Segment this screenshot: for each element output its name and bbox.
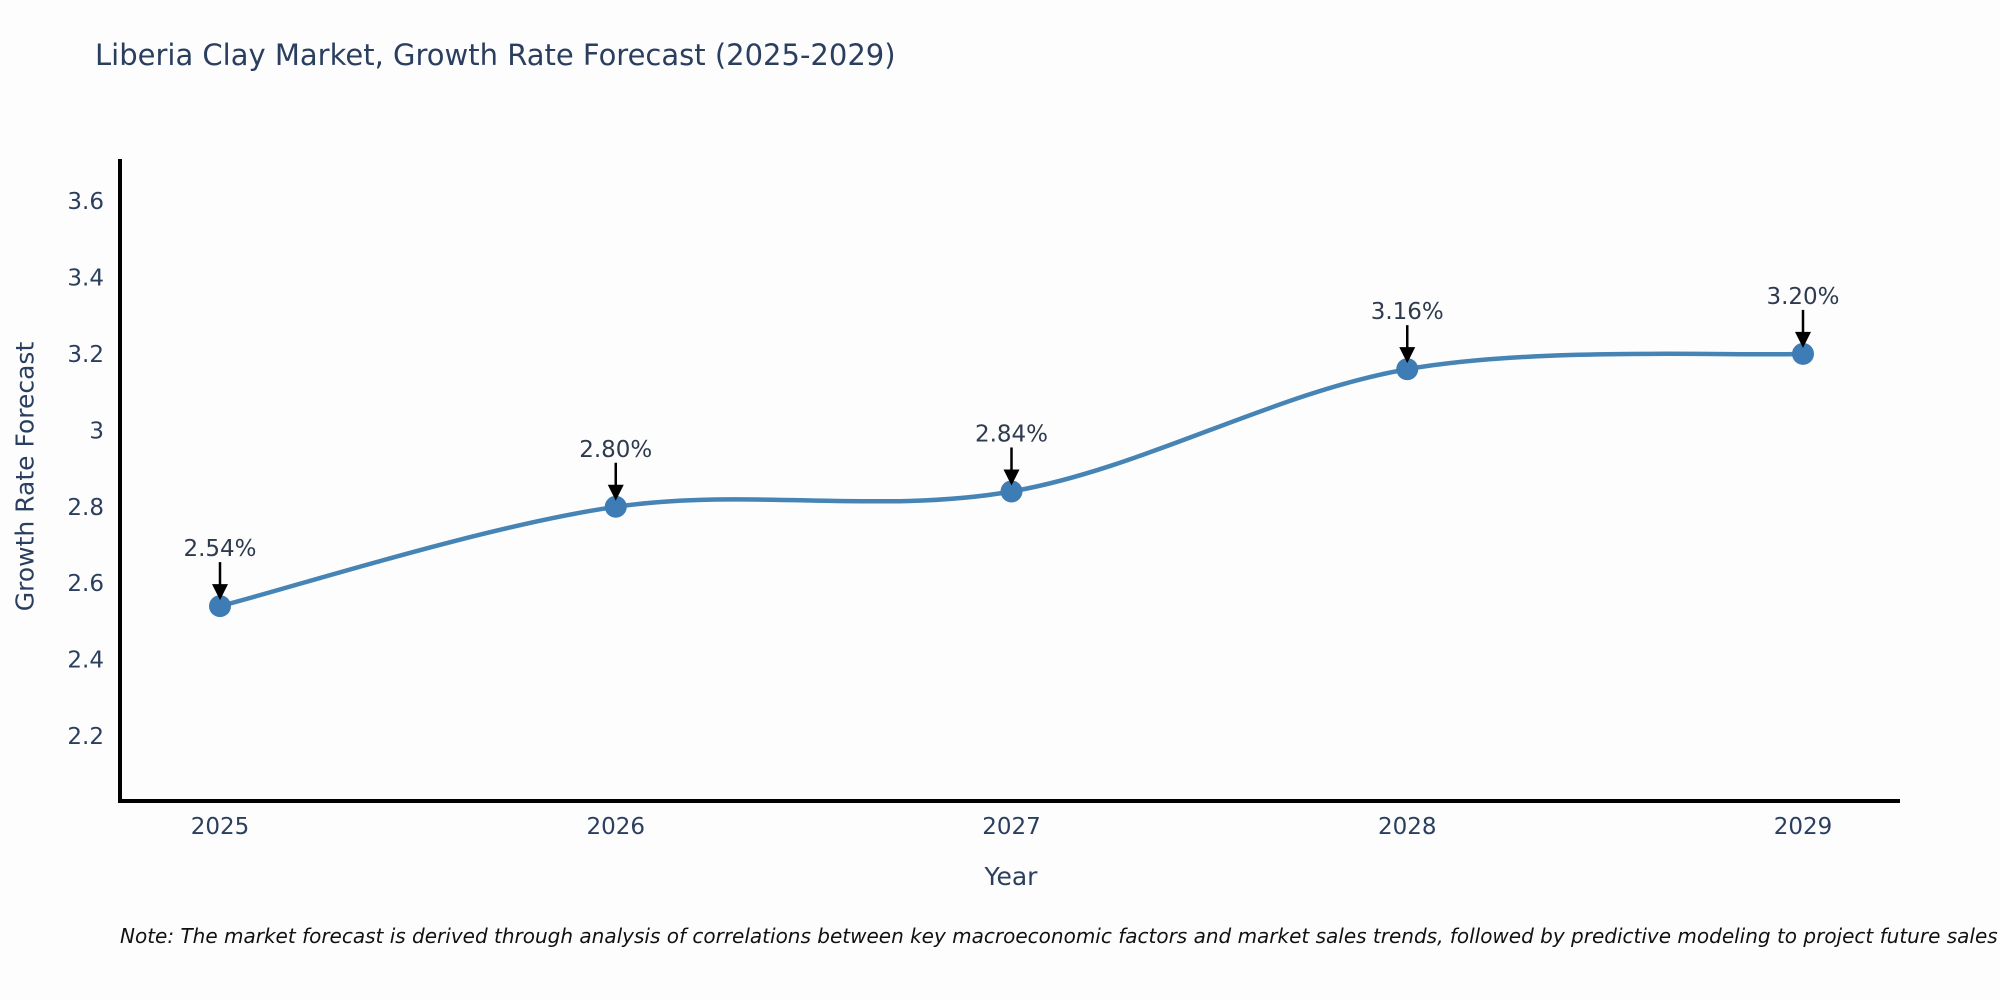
y-tick-label: 2.2: [67, 724, 104, 750]
x-tick-label: 2025: [191, 814, 250, 840]
annotation-arrowhead: [607, 484, 624, 501]
data-point-marker: [604, 495, 627, 518]
annotation-arrowhead: [1399, 347, 1416, 364]
annotation-label: 2.80%: [579, 437, 652, 463]
x-tick-label: 2026: [586, 814, 645, 840]
chart-title: Liberia Clay Market, Growth Rate Forecas…: [95, 38, 896, 72]
annotation-label: 2.54%: [183, 536, 256, 562]
y-tick-label: 3.6: [67, 189, 104, 215]
y-tick-label: 2.4: [67, 648, 104, 674]
annotation-arrowhead: [1795, 331, 1811, 348]
annotation-label: 3.16%: [1371, 299, 1444, 325]
x-tick-label: 2029: [1774, 814, 1833, 840]
x-axis-title: Year: [984, 862, 1038, 891]
data-point-marker: [1000, 480, 1023, 503]
x-tick-label: 2027: [982, 814, 1041, 840]
y-tick-label: 2.8: [67, 495, 104, 521]
y-tick-label: 2.6: [67, 571, 104, 597]
annotation-label: 3.20%: [1766, 284, 1839, 310]
data-point-marker: [209, 595, 231, 618]
data-point-marker: [1792, 342, 1814, 365]
y-tick-label: 3: [89, 418, 104, 444]
annotation-arrowhead: [212, 584, 228, 601]
footnote: Note: The market forecast is derived thr…: [120, 924, 1998, 948]
annotation-arrowhead: [1003, 469, 1020, 486]
annotation-label: 2.84%: [975, 421, 1048, 447]
data-point-marker: [1396, 358, 1419, 381]
y-tick-label: 3.2: [67, 342, 104, 368]
y-tick-label: 3.4: [67, 265, 104, 291]
x-tick-label: 2028: [1378, 814, 1437, 840]
